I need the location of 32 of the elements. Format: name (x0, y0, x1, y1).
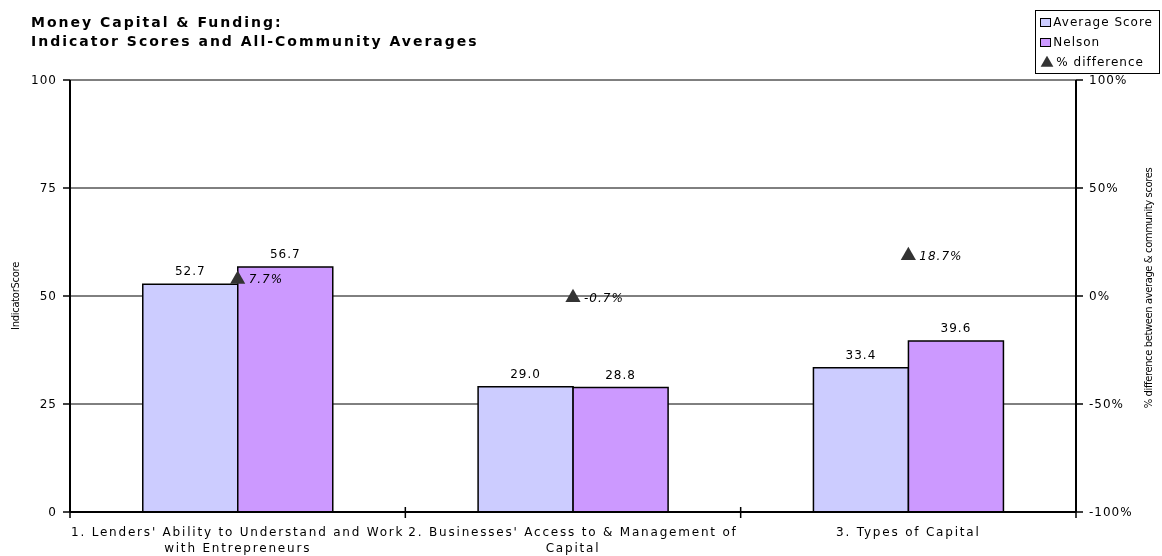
x-tick-label: 1. Lenders' Ability to Understand and Work with Entrepreneurs (70, 525, 405, 555)
y-tick-label: 25 (39, 397, 57, 412)
chart-title: Money Capital & Funding: (31, 13, 283, 32)
y2-tick-label: -50% (1089, 397, 1125, 412)
data-label: 52.7 (174, 264, 206, 279)
y2-tick-label: -100% (1089, 505, 1133, 520)
data-label: 33.4 (845, 347, 877, 362)
y2-tick-label: 100% (1089, 73, 1128, 88)
y2-tick-label: 0% (1089, 289, 1111, 304)
y2-axis-title: % difference between average & community scores (1143, 167, 1154, 409)
x-tick-label: 3. Types of Capital (836, 525, 981, 539)
x-tick-label: 2. Businesses' Access to & Management of Capital (408, 525, 738, 555)
data-label: 29.0 (510, 366, 541, 381)
y-tick-label: 50 (39, 289, 57, 304)
data-label: 56.7 (269, 247, 301, 262)
point (230, 270, 246, 284)
y-tick-label: 0 (48, 505, 57, 520)
y-tick-label: 100 (31, 73, 57, 88)
y-axis-title: IndicatorScore (10, 261, 21, 330)
chart-subtitle: Indicator Scores and All-Community Averages (31, 32, 479, 51)
point (565, 288, 581, 302)
data-label: 18.7% (919, 248, 963, 263)
point (900, 246, 916, 260)
data-label: 28.8 (605, 367, 636, 382)
legend-label: % difference (1056, 54, 1144, 71)
y-tick-label: 75 (39, 181, 57, 196)
data-label: 39.6 (940, 320, 972, 335)
y2-tick-label: 50% (1089, 181, 1119, 196)
legend-label: Nelson (1053, 34, 1101, 51)
data-label: 7.7% (248, 272, 284, 287)
data-label: -0.7% (584, 290, 624, 305)
legend-label: Average Score (1053, 14, 1153, 31)
